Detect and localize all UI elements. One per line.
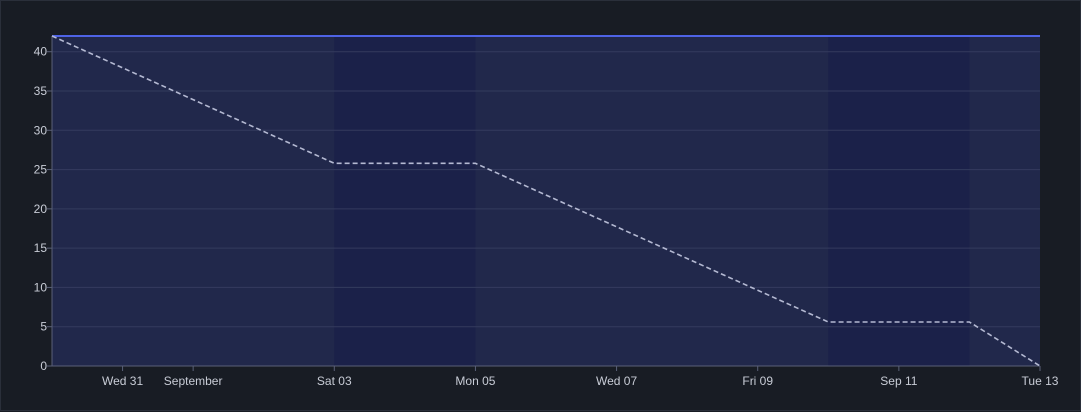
series-group [51, 35, 1041, 367]
y-tick-label: 0 [40, 359, 47, 373]
x-tick-label: Tue 13 [1022, 374, 1059, 388]
weekend-band [334, 36, 476, 366]
y-tick-label: 30 [34, 123, 48, 137]
y-tick-label: 10 [34, 280, 48, 294]
y-tick-label: 25 [34, 163, 48, 177]
y-tick-label: 5 [40, 320, 47, 334]
gridlines [51, 36, 1040, 367]
y-axis-ticks: 0 5 10 15 20 25 30 35 40 [34, 45, 52, 373]
ideal-line [51, 35, 1041, 367]
y-tick-label: 40 [34, 45, 48, 59]
y-tick-label: 35 [34, 84, 48, 98]
x-tick-label: Sat 03 [317, 374, 352, 388]
x-tick-label: September [164, 374, 223, 388]
x-tick-label: Fri 09 [742, 374, 773, 388]
x-tick-label: Wed 31 [102, 374, 143, 388]
x-tick-label: Wed 07 [596, 374, 637, 388]
x-tick-label: Mon 05 [455, 374, 495, 388]
y-tick-label: 20 [34, 202, 48, 216]
x-tick-label: Sep 11 [880, 374, 917, 388]
x-axis-ticks: Wed 31 September Sat 03 Mon 05 Wed 07 Fri 09 S… [102, 366, 1059, 388]
weekend-band [828, 36, 970, 366]
y-tick-label: 15 [34, 241, 48, 255]
